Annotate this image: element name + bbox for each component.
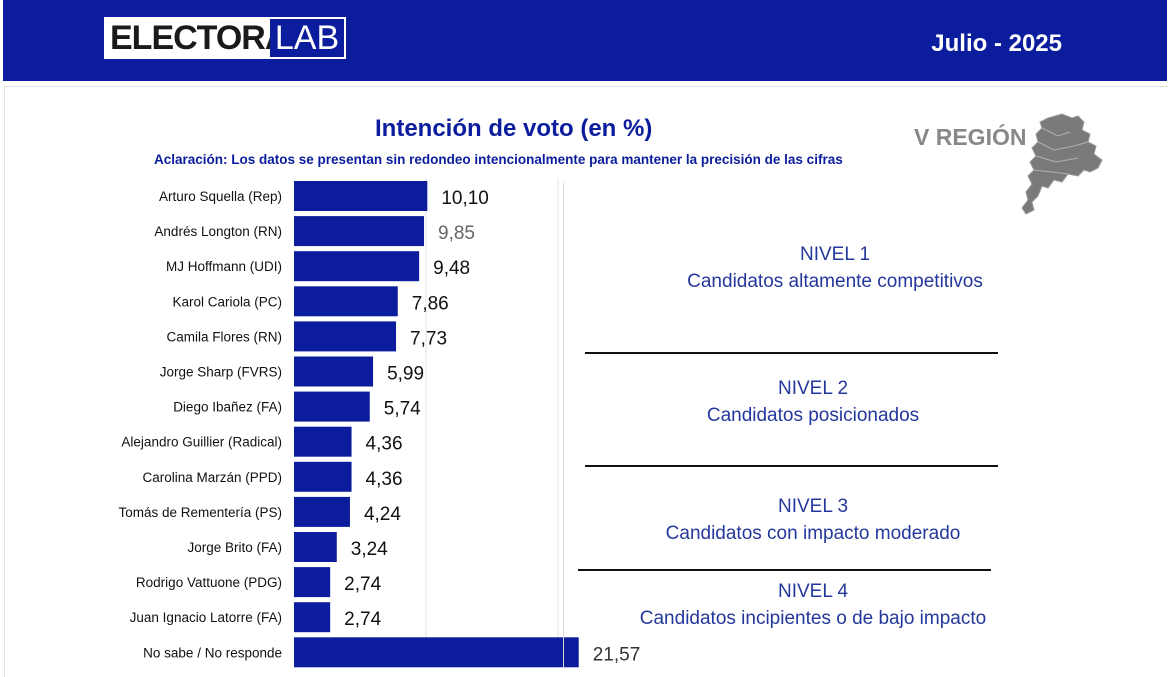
category-label: Karol Cariola (PC) <box>172 294 282 309</box>
level-divider-1 <box>585 352 998 354</box>
bar <box>294 321 397 352</box>
region-label: V REGIÓN <box>914 124 1027 150</box>
category-label: Jorge Brito (FA) <box>187 540 282 555</box>
value-label: 3,24 <box>351 539 388 560</box>
value-label: 4,36 <box>366 469 403 490</box>
value-label: 4,24 <box>364 504 401 525</box>
category-label: Alejandro Guillier (Radical) <box>121 435 282 450</box>
category-label: Tomás de Rementería (PS) <box>118 505 282 520</box>
category-label: Jorge Sharp (FVRS) <box>160 365 282 380</box>
category-label: Diego Ibañez (FA) <box>173 400 282 415</box>
value-label: 5,74 <box>384 399 421 420</box>
report-date: Julio - 2025 <box>931 30 1062 57</box>
level-2-block: NIVEL 2 Candidatos posicionados <box>618 375 1008 429</box>
chart-title: Intención de voto (en %) <box>375 115 653 142</box>
bar <box>294 356 374 387</box>
bar <box>294 391 370 422</box>
level-1-desc: Candidatos altamente competitivos <box>687 271 983 292</box>
category-label: Arturo Squella (Rep) <box>159 189 282 204</box>
level-2-title: NIVEL 2 <box>777 378 849 399</box>
level-1-title: NIVEL 1 <box>799 244 871 265</box>
value-label: 5,99 <box>387 364 424 385</box>
logo-text-lab: LAB <box>270 19 344 57</box>
bar <box>294 251 420 282</box>
value-label: 2,74 <box>344 574 381 595</box>
electoralab-logo: ELECTORA LAB <box>104 17 346 59</box>
category-label: Rodrigo Vattuone (PDG) <box>136 575 282 590</box>
level-4-title: NIVEL 4 <box>777 581 849 602</box>
region-map-icon <box>1021 113 1103 215</box>
chart-subtitle: Aclaración: Los datos se presentan sin r… <box>154 152 843 167</box>
chart-divider <box>563 183 564 668</box>
level-3-title: NIVEL 3 <box>777 496 849 517</box>
content-panel <box>4 86 1169 677</box>
level-1-block: NIVEL 1 Candidatos altamente competitivo… <box>640 241 1030 295</box>
level-4-block: NIVEL 4 Candidatos incipientes o de bajo… <box>608 578 1018 632</box>
category-label: Andrés Longton (RN) <box>154 224 282 239</box>
value-label: 21,57 <box>593 644 641 665</box>
level-4-desc: Candidatos incipientes o de bajo impacto <box>639 608 987 629</box>
level-3-desc: Candidatos con impacto moderado <box>665 523 961 544</box>
bar <box>294 567 331 598</box>
bar <box>294 461 352 492</box>
level-divider-3 <box>578 569 991 571</box>
value-label: 9,85 <box>438 223 475 244</box>
bar <box>294 496 350 527</box>
category-label: No sabe / No responde <box>143 645 282 660</box>
value-label: 7,86 <box>412 293 449 314</box>
value-label: 2,74 <box>344 609 381 630</box>
category-label: MJ Hoffmann (UDI) <box>166 259 282 274</box>
value-label: 4,36 <box>366 434 403 455</box>
bar <box>294 426 352 457</box>
bar <box>294 216 425 247</box>
category-label: Carolina Marzán (PPD) <box>142 470 282 485</box>
value-label: 10,10 <box>441 188 489 209</box>
level-divider-2 <box>585 465 998 467</box>
value-label: 9,48 <box>433 258 470 279</box>
bar <box>294 602 331 633</box>
level-3-block: NIVEL 3 Candidatos con impacto moderado <box>618 493 1008 547</box>
bar <box>294 181 428 211</box>
logo-text-electora: ELECTORA <box>110 19 289 57</box>
level-2-desc: Candidatos posicionados <box>706 405 920 426</box>
header-bar: ELECTORA LAB Julio - 2025 <box>3 0 1167 81</box>
bar <box>294 286 398 317</box>
value-label: 7,73 <box>410 328 447 349</box>
category-label: Camila Flores (RN) <box>166 329 282 344</box>
category-label: Juan Ignacio Latorre (FA) <box>130 610 282 625</box>
bar <box>294 532 337 562</box>
bar <box>294 637 579 668</box>
